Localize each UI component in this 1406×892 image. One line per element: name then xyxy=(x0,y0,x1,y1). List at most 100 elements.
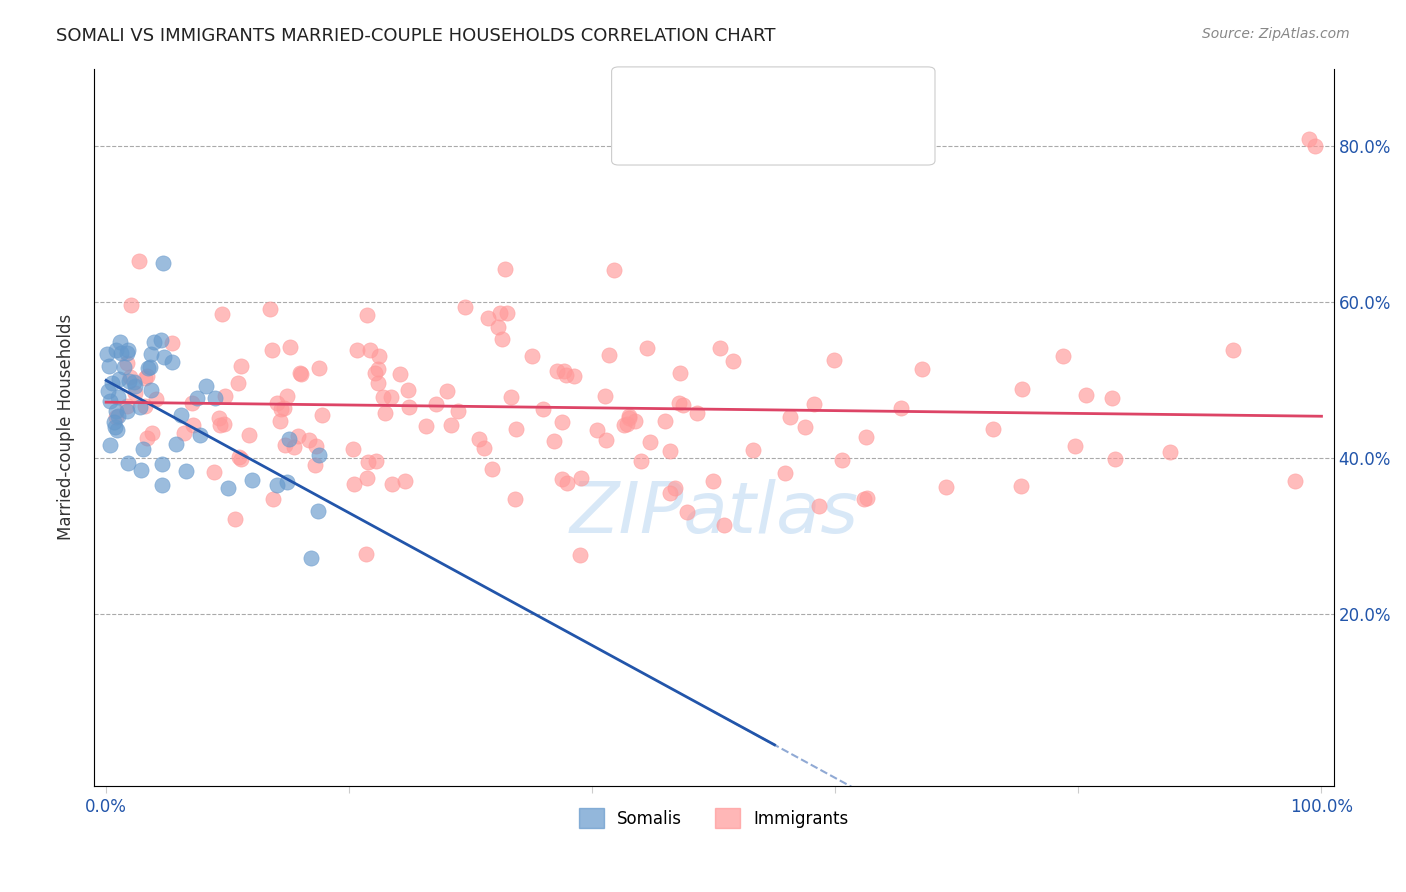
Point xyxy=(531,401,554,416)
Point xyxy=(188,428,211,442)
Point xyxy=(152,256,174,270)
Point xyxy=(283,441,305,455)
Point xyxy=(654,414,676,428)
Point xyxy=(214,388,236,402)
Point xyxy=(152,350,174,364)
Point xyxy=(145,392,167,406)
Point xyxy=(211,307,233,321)
Point xyxy=(359,343,381,357)
Point xyxy=(278,432,301,446)
Point xyxy=(136,369,159,384)
Point xyxy=(803,396,825,410)
Point xyxy=(342,442,364,457)
Point xyxy=(658,443,681,458)
Point xyxy=(101,376,124,390)
Point xyxy=(721,354,744,368)
Text: R = -0.585   N = 53: R = -0.585 N = 53 xyxy=(661,87,811,101)
Point xyxy=(636,341,658,355)
Point xyxy=(105,343,128,357)
Point xyxy=(150,477,173,491)
Point xyxy=(356,455,378,469)
Point xyxy=(128,253,150,268)
Point xyxy=(260,343,283,357)
Point xyxy=(1011,382,1033,396)
Point xyxy=(186,392,208,406)
Point xyxy=(381,477,404,491)
Point xyxy=(367,362,389,376)
Point xyxy=(669,366,692,380)
Point xyxy=(311,408,333,422)
Point xyxy=(593,389,616,403)
Point xyxy=(779,409,801,424)
Point xyxy=(668,396,690,410)
Point xyxy=(141,425,163,440)
Point xyxy=(672,397,695,411)
Text: ZIPatlas: ZIPatlas xyxy=(569,479,858,548)
Point xyxy=(553,364,575,378)
Point xyxy=(266,395,288,409)
Point xyxy=(131,462,153,476)
Point xyxy=(569,548,592,562)
Point xyxy=(468,432,491,446)
Point xyxy=(367,376,389,390)
Point xyxy=(343,476,366,491)
Point xyxy=(425,397,447,411)
Point xyxy=(149,333,172,347)
Point xyxy=(503,492,526,507)
Point xyxy=(505,422,527,436)
Point xyxy=(702,475,724,489)
Point xyxy=(616,417,638,432)
Point xyxy=(170,408,193,422)
Point xyxy=(1159,444,1181,458)
Point xyxy=(501,391,523,405)
Point xyxy=(1010,479,1032,493)
Point xyxy=(488,319,510,334)
Point xyxy=(181,396,204,410)
Point xyxy=(623,414,645,428)
Point xyxy=(741,443,763,458)
Point xyxy=(440,418,463,433)
Point xyxy=(136,361,159,376)
Point xyxy=(259,302,281,317)
Point xyxy=(520,349,543,363)
Point xyxy=(117,343,139,358)
Point xyxy=(356,308,378,322)
Point xyxy=(299,551,322,566)
Text: ■: ■ xyxy=(636,84,654,103)
Point xyxy=(229,359,252,373)
Point xyxy=(124,386,146,401)
Point xyxy=(274,437,297,451)
Text: ■: ■ xyxy=(636,126,654,145)
Point xyxy=(598,348,620,362)
Point xyxy=(139,360,162,375)
Y-axis label: Married-couple Households: Married-couple Households xyxy=(58,314,75,541)
Point xyxy=(603,263,626,277)
Point xyxy=(630,454,652,468)
Point xyxy=(195,379,218,393)
Point xyxy=(107,409,129,424)
Point xyxy=(364,367,387,381)
Point xyxy=(115,404,138,418)
Point xyxy=(346,343,368,357)
Point xyxy=(823,353,845,368)
Point xyxy=(394,474,416,488)
Point xyxy=(204,391,226,405)
Point xyxy=(1104,452,1126,467)
Point xyxy=(226,376,249,391)
Point xyxy=(638,435,661,450)
Point xyxy=(1298,131,1320,145)
Point xyxy=(212,417,235,431)
Point xyxy=(911,362,934,376)
Point xyxy=(1064,439,1087,453)
Point xyxy=(496,306,519,320)
Point xyxy=(713,518,735,533)
Point xyxy=(659,486,682,500)
Point xyxy=(108,335,131,350)
Point xyxy=(586,423,609,437)
Point xyxy=(98,438,121,452)
Point xyxy=(380,390,402,404)
Point xyxy=(105,404,128,418)
Point xyxy=(1222,343,1244,358)
Point xyxy=(981,421,1004,435)
Point xyxy=(935,480,957,494)
